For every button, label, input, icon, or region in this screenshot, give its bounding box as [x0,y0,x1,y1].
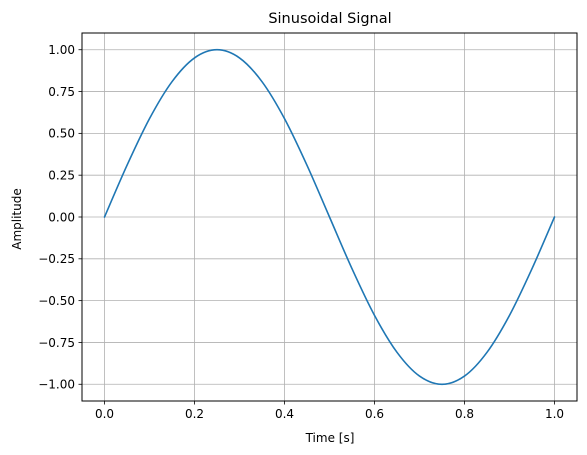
series-line [103,48,556,386]
y-tick-label: −0.25 [38,252,75,266]
y-tick-label: −0.75 [38,336,75,350]
x-tick-label: 0.0 [95,407,114,421]
chart-title: Sinusoidal Signal [268,11,391,27]
x-tick-label: 0.6 [365,407,384,421]
tick-layer: 0.0 0.2 0.4 0.6 0.8 1.0 −1.00 −0.75 −0.50 −0.25 0.… [38,43,564,421]
x-tick-label: 0.8 [455,407,474,421]
y-tick-label: 0.50 [48,127,75,141]
y-tick-label: −1.00 [38,378,75,392]
y-tick-label: −0.50 [38,294,75,308]
y-tick-label: 1.00 [48,43,75,57]
y-tick-label: 0.25 [48,168,75,182]
series-layer [103,48,556,386]
x-axis-label: Time [s] [305,431,355,445]
x-tick-label: 0.4 [275,407,294,421]
x-tick-label: 0.2 [185,407,204,421]
y-tick-label: 0.00 [48,210,75,224]
y-tick-label: 0.75 [48,85,75,99]
x-tick-label: 1.0 [545,407,564,421]
y-axis-label: Amplitude [10,188,24,250]
